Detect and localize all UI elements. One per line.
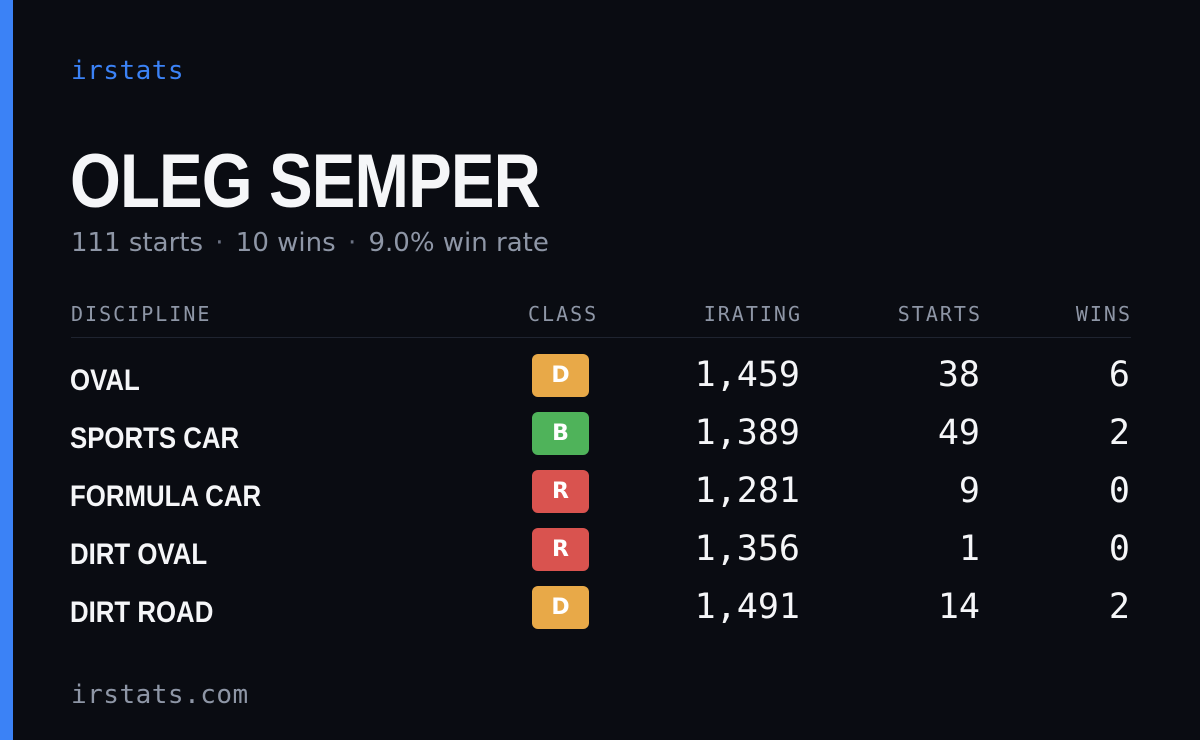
- row-irating: 1,281: [694, 471, 800, 511]
- header-wins: WINS: [1075, 302, 1132, 326]
- class-badge: D: [532, 354, 589, 397]
- accent-bar: [0, 0, 13, 740]
- summary-win-rate: 9.0% win rate: [368, 228, 549, 258]
- row-discipline: SPORTS CAR: [70, 422, 240, 455]
- row-starts: 1: [958, 529, 980, 569]
- row-starts: 14: [937, 587, 980, 627]
- row-irating: 1,389: [694, 413, 800, 453]
- row-irating: 1,356: [694, 529, 800, 569]
- row-wins: 6: [1108, 355, 1130, 395]
- class-badge: D: [532, 586, 589, 629]
- table-row: FORMULA CAR R 1,281 9 0: [0, 470, 1200, 528]
- summary-separator: ·: [347, 228, 357, 258]
- footer-url: irstats.com: [71, 680, 249, 710]
- driver-name: OLEG SEMPER: [70, 139, 541, 224]
- header-starts: STARTS: [897, 302, 982, 326]
- row-irating: 1,459: [694, 355, 800, 395]
- row-wins: 0: [1108, 529, 1130, 569]
- row-discipline: DIRT OVAL: [70, 538, 208, 571]
- header-class: CLASS: [528, 302, 599, 326]
- class-badge: R: [532, 470, 589, 513]
- header-irating: IRATING: [703, 302, 802, 326]
- row-irating: 1,491: [694, 587, 800, 627]
- driver-summary: 111 starts · 10 wins · 9.0% win rate: [71, 228, 549, 258]
- table-row: OVAL D 1,459 38 6: [0, 354, 1200, 412]
- row-starts: 38: [937, 355, 980, 395]
- row-wins: 0: [1108, 471, 1130, 511]
- summary-wins: 10 wins: [235, 228, 336, 258]
- summary-starts: 111 starts: [71, 228, 203, 258]
- row-discipline: FORMULA CAR: [70, 480, 262, 513]
- row-starts: 49: [937, 413, 980, 453]
- summary-separator: ·: [215, 228, 224, 258]
- table-row: SPORTS CAR B 1,389 49 2: [0, 412, 1200, 470]
- row-wins: 2: [1108, 413, 1130, 453]
- row-discipline: DIRT ROAD: [70, 596, 214, 629]
- brand-logo-text: irstats: [71, 56, 185, 86]
- table-row: DIRT ROAD D 1,491 14 2: [0, 586, 1200, 644]
- row-discipline: OVAL: [70, 364, 140, 397]
- class-badge: B: [532, 412, 589, 455]
- row-starts: 9: [958, 471, 980, 511]
- header-discipline: DISCIPLINE: [71, 302, 212, 326]
- row-wins: 2: [1108, 587, 1130, 627]
- table-row: DIRT OVAL R 1,356 1 0: [0, 528, 1200, 586]
- header-divider: [71, 337, 1131, 338]
- class-badge: R: [532, 528, 589, 571]
